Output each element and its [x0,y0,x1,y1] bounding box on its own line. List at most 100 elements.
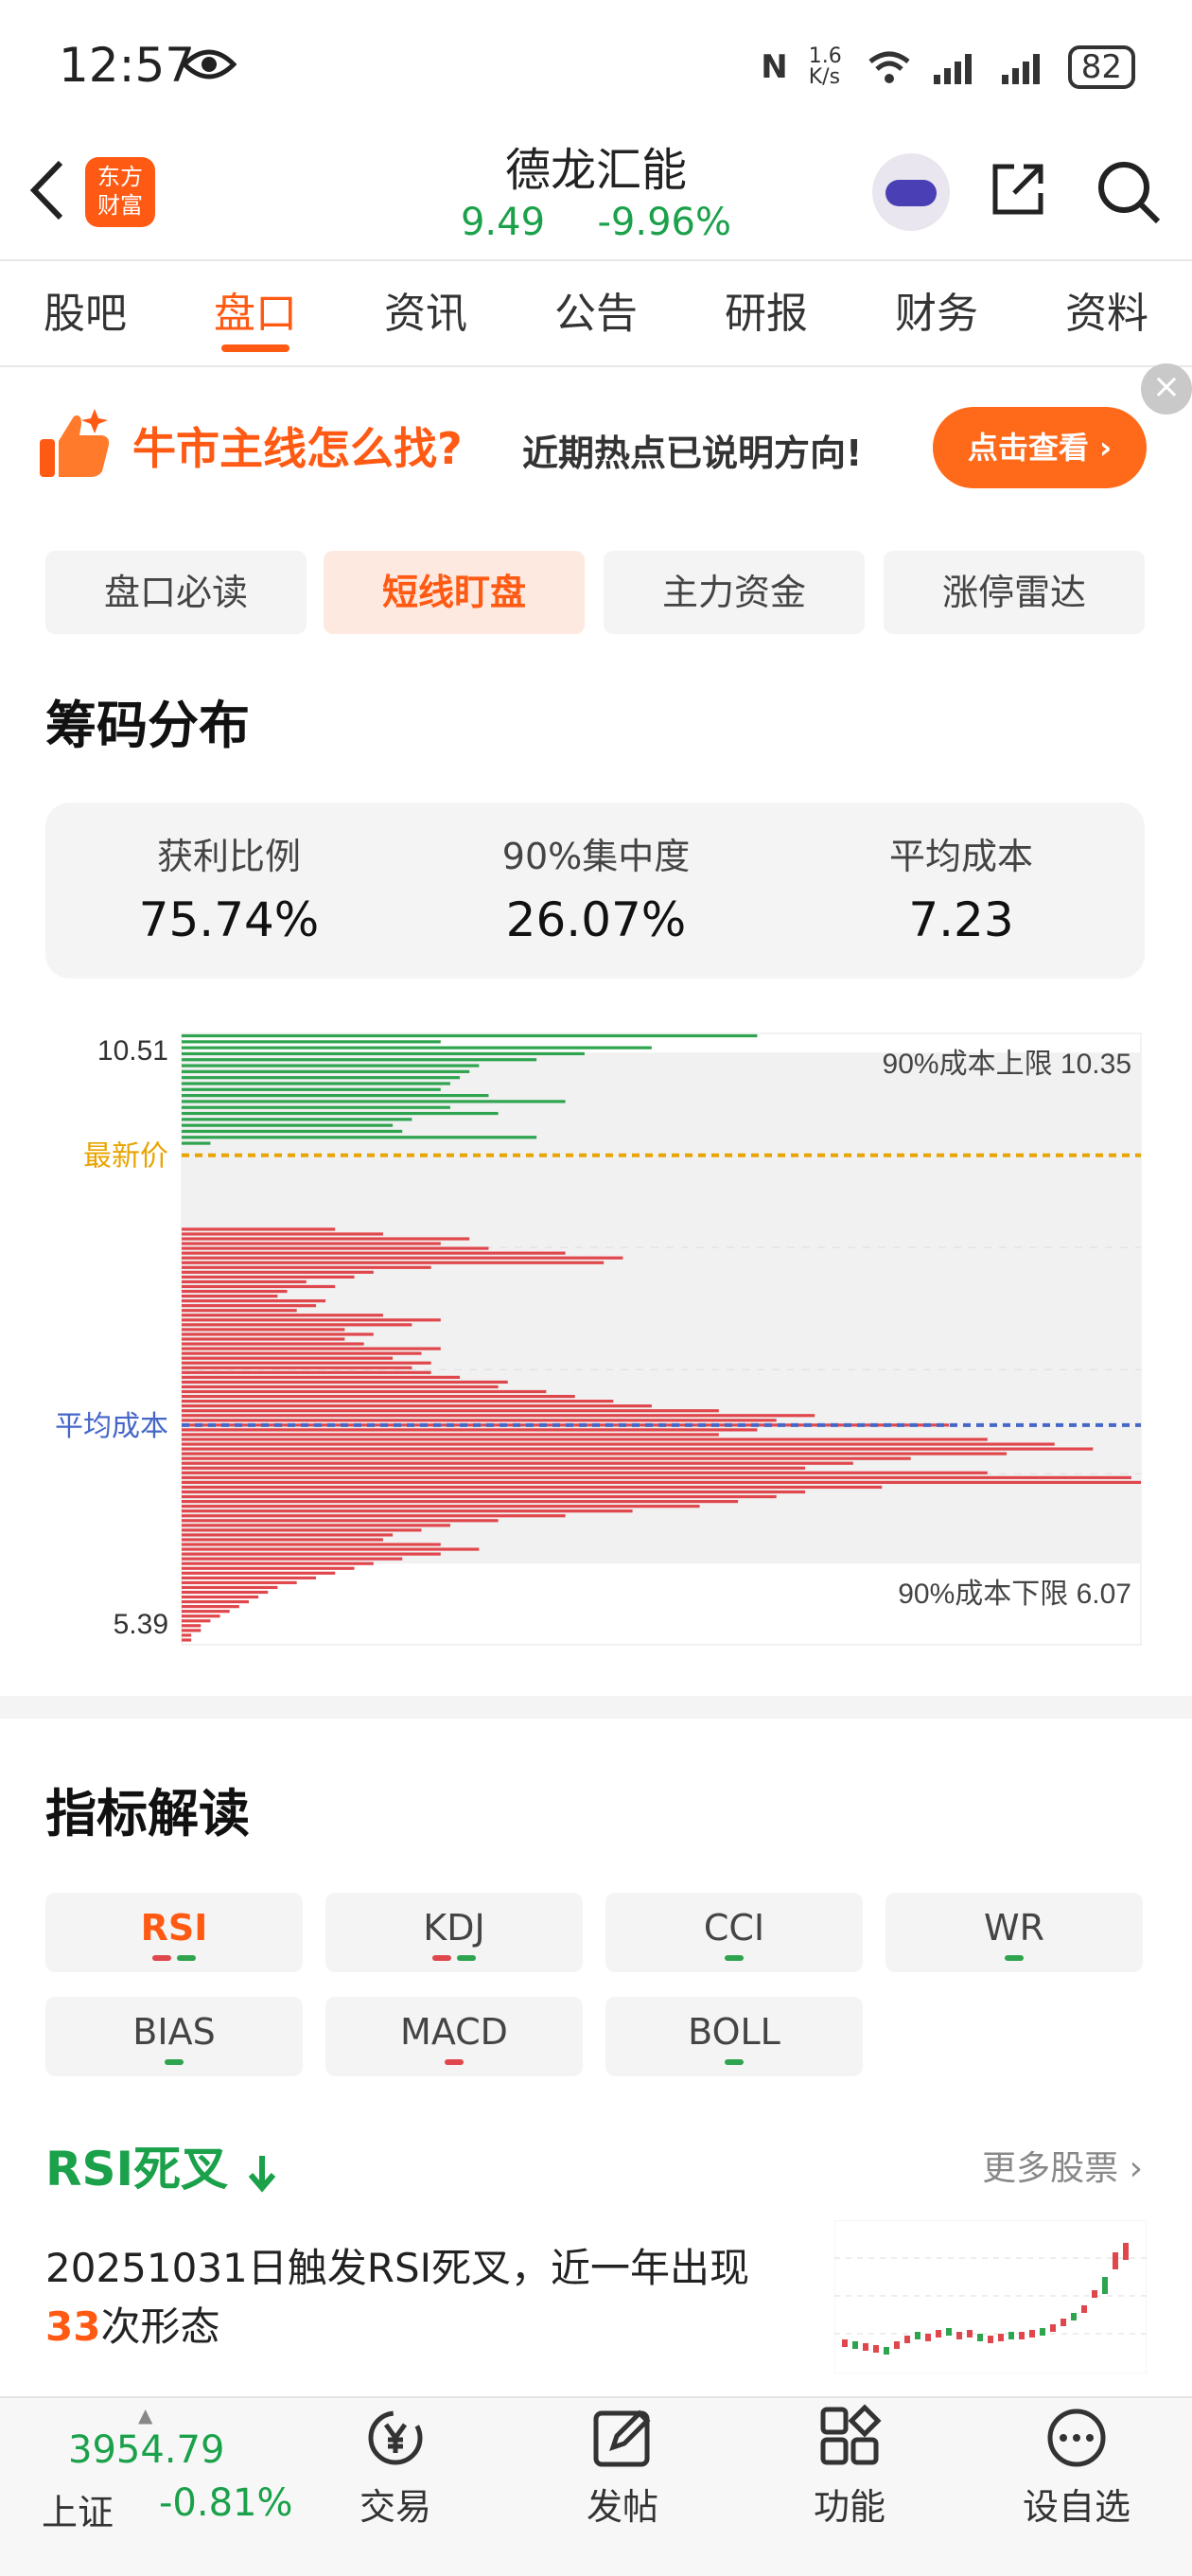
nfc-icon: N [761,48,788,86]
chip-bar [182,1442,1055,1446]
indicator-label: MACD [400,2011,508,2053]
net-speed: 1.6 K/s [808,44,842,89]
chip-bar [182,1314,383,1317]
nav-post-label: 发帖 [586,2486,658,2528]
chip-bar [182,1100,566,1103]
battery-icon: 82 [1067,45,1135,89]
chip-bar [182,1304,316,1308]
chip-bar [182,1111,499,1116]
chip-bar [182,1590,269,1595]
seg-short-term[interactable]: 短线盯盘 [324,551,585,634]
stock-name: 德龙汇能 [504,144,687,197]
banner-close-button[interactable]: × [1141,363,1192,415]
chip-bar [182,1087,441,1091]
chip-bar [182,1123,394,1127]
edit-icon [593,2409,651,2467]
chip-bar [182,1543,441,1546]
chip-bar [182,1051,585,1056]
tab-profile[interactable]: 资料 [1065,290,1148,338]
rsi-desc-text: 20251031日触发RSI死叉，近一年出现 [45,2245,750,2291]
tab-pankou[interactable]: 盘口 [170,263,341,365]
chip-title: 筹码分布 [45,696,250,755]
status-time: 12:57 [59,38,196,93]
mini-candle [884,2347,889,2355]
stat-profit-ratio: 获利比例 75.74% [49,827,409,947]
signal-icon-2 [1001,54,1040,84]
chip-stats-card [45,803,1145,979]
mini-candle [894,2341,900,2349]
nav-trade[interactable]: 交易 [310,2404,481,2530]
index-value[interactable]: 3954.79 [68,2428,225,2472]
banner-view-label: 点击查看 [967,430,1089,466]
indicator-kdj[interactable]: KDJ [325,1893,583,1972]
seg-main-fund[interactable]: 主力资金 [604,551,865,634]
tab-research[interactable]: 研报 [725,290,808,338]
wifi-icon [868,51,910,83]
tab-guba[interactable]: 股吧 [44,290,127,338]
chip-bar [182,1480,1141,1485]
chip-bar [182,1232,383,1236]
chip-bar [182,1270,374,1274]
chip-bar [182,1227,336,1231]
mini-candle [1019,2332,1025,2339]
chip-bar [182,1485,883,1490]
index-change: -0.81% [159,2481,293,2525]
indicator-wr[interactable]: WR [885,1893,1143,1972]
nav-add-watchlist-label: 设自选 [1022,2486,1131,2528]
more-stocks-link[interactable]: 更多股票 › [982,2141,1143,2190]
mini-candle [904,2336,910,2343]
chip-bar [182,1629,202,1632]
mini-candle [915,2332,920,2339]
banner-view-button[interactable]: 点击查看 › [933,407,1147,488]
nav-function[interactable]: 功能 [764,2404,935,2530]
stat-value: 7.23 [908,892,1014,947]
header-divider [0,259,1192,261]
chip-bar [182,1251,566,1255]
tab-news[interactable]: 资讯 [384,290,467,338]
indicator-bias[interactable]: BIAS [45,1997,303,2076]
chip-bar [182,1475,1131,1479]
back-button[interactable] [26,157,68,234]
mini-candlestick-chart[interactable] [834,2220,1147,2373]
share-icon[interactable] [988,159,1048,220]
indicator-macd[interactable]: MACD [325,1997,583,2076]
mini-candle [1040,2328,1045,2336]
indicator-boll[interactable]: BOLL [605,1997,863,2076]
chip-bar [182,1069,470,1073]
app-logo[interactable]: 东方 财富 [85,157,155,227]
chip-bar [182,1456,911,1460]
tab-announcement[interactable]: 公告 [554,290,638,338]
indicator-label: RSI [140,1907,208,1949]
indicators-title: 指标解读 [45,1784,250,1844]
stat-value: 75.74% [138,892,320,947]
chip-bar [182,1619,211,1623]
seg-must-read[interactable]: 盘口必读 [45,551,307,634]
mini-candle [936,2330,941,2338]
mini-candle [863,2343,868,2351]
mini-candle [852,2341,858,2349]
assistant-robot-icon[interactable] [872,153,950,231]
stock-price-line: 9.49 -9.96% [0,201,1192,244]
tab-finance[interactable]: 财务 [895,290,978,338]
indicator-label: WR [984,1907,1044,1949]
latest-price-label: 最新价 [83,1141,168,1173]
chip-bar [182,1265,431,1269]
mini-candle [1050,2324,1056,2332]
chip-bar [182,1309,297,1313]
chip-bar [182,1279,307,1284]
chip-bar [182,1328,345,1332]
indicator-rsi[interactable]: RSI [45,1893,303,1972]
chip-bar [182,1118,412,1121]
mini-candle [1092,2290,1097,2298]
nav-add-watchlist[interactable]: 设自选 [991,2404,1162,2530]
chip-bar [182,1294,278,1298]
indicator-cci[interactable]: CCI [605,1893,863,1972]
seg-limit-radar[interactable]: 涨停雷达 [884,551,1145,634]
chip-bar [182,1505,700,1509]
chip-bar [182,1638,192,1642]
mini-candle [946,2328,952,2336]
search-icon[interactable] [1096,159,1162,225]
stock-change: -9.96% [597,201,731,244]
chip-bar [182,1370,431,1374]
nav-post[interactable]: 发帖 [537,2404,708,2530]
